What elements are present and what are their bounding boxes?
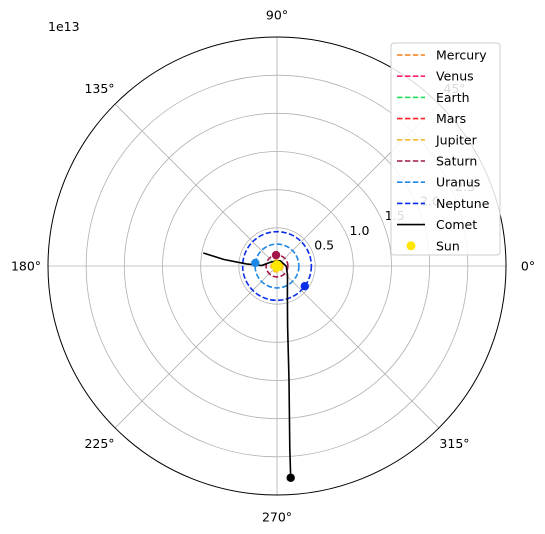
legend-label: Neptune: [436, 196, 490, 211]
sun-marker: [271, 260, 283, 272]
legend-label: Comet: [436, 217, 477, 232]
legend-label: Mars: [436, 111, 466, 126]
polar-frame: [47, 36, 507, 496]
marker-neptune: [300, 281, 309, 291]
angular-tick-labels: 0°45°90°135°180°225°270°315°: [11, 8, 535, 525]
marker-uranus: [251, 258, 260, 268]
radial-offset-label: 1e13: [48, 19, 80, 34]
legend-label: Venus: [436, 69, 474, 84]
legend-label: Earth: [436, 90, 470, 105]
radial-gridline: [123, 112, 431, 420]
legend-label: Saturn: [436, 154, 477, 169]
legend: Mercury Venus Earth Mars Jupiter Saturn Uranus…: [390, 42, 501, 256]
angular-tick-label: 135°: [84, 81, 114, 96]
angular-tick-label: 90°: [266, 8, 288, 23]
legend-swatch: [406, 241, 416, 251]
angular-tick-label: 225°: [84, 436, 114, 451]
angular-tick-label: 180°: [11, 259, 41, 274]
legend-label: Mercury: [436, 48, 487, 63]
polar-grid: [47, 36, 507, 496]
radial-gridline: [162, 151, 392, 381]
marker-saturn: [271, 250, 281, 260]
angular-tick-label: 315°: [439, 436, 469, 451]
orbit-jupiter: [270, 259, 284, 273]
radial-tick-label: 0.5: [314, 237, 334, 252]
angular-tick-label: 270°: [262, 510, 292, 525]
legend-label: Jupiter: [435, 132, 478, 147]
angular-tick-label: 0°: [521, 259, 535, 274]
legend-label: Uranus: [436, 175, 480, 190]
radial-tick-label: 1.0: [350, 223, 370, 238]
orbit-neptune: [241, 230, 313, 302]
radial-gridline: [85, 74, 469, 458]
planet-markers: [251, 250, 309, 291]
legend-label: Sun: [436, 238, 460, 253]
radial-gridline: [200, 189, 354, 343]
radial-gridline: [238, 227, 316, 305]
comet-trajectory: [203, 252, 295, 482]
legend-box: [390, 42, 501, 256]
comet-marker: [286, 473, 295, 482]
comet-path: [203, 252, 292, 478]
